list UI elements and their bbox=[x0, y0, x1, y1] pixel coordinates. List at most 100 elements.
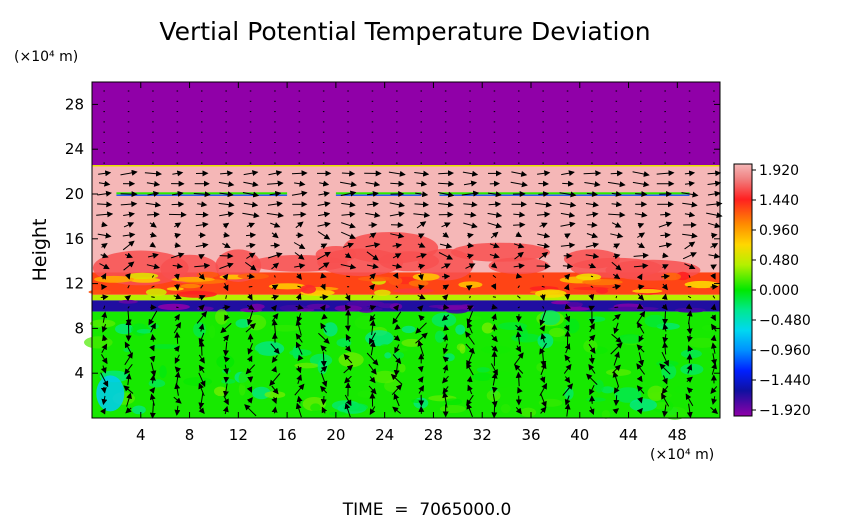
wind-vector bbox=[149, 355, 156, 363]
lower-speckle bbox=[644, 314, 666, 328]
wind-vector bbox=[540, 406, 547, 414]
wind-vector bbox=[416, 180, 428, 187]
wind-vector bbox=[660, 232, 671, 239]
wind-vector bbox=[708, 252, 721, 259]
wind-vector bbox=[170, 252, 185, 259]
lower-speckle bbox=[379, 344, 390, 350]
wind-vector bbox=[317, 231, 331, 240]
wind-vector bbox=[634, 211, 648, 218]
wind-vector bbox=[688, 275, 691, 278]
warm-streak bbox=[632, 289, 663, 294]
wind-vector bbox=[613, 253, 621, 260]
lower-speckle bbox=[148, 379, 166, 388]
wind-vector bbox=[418, 263, 426, 270]
colorbar-tick-label: 0.000 bbox=[759, 283, 799, 299]
x-tick-label: 36 bbox=[521, 426, 540, 444]
wind-vector bbox=[686, 363, 693, 374]
wind-vector bbox=[369, 376, 376, 384]
wind-vector bbox=[586, 232, 599, 239]
wind-vector bbox=[610, 342, 623, 355]
wind-vector bbox=[632, 181, 650, 188]
wind-vector bbox=[417, 305, 424, 312]
wind-vector bbox=[270, 242, 281, 249]
wind-vector bbox=[220, 170, 234, 177]
wind-vector bbox=[539, 325, 546, 332]
wind-vector bbox=[417, 233, 425, 239]
wind-vector bbox=[562, 383, 574, 396]
wind-vector bbox=[344, 325, 351, 332]
wind-vector bbox=[637, 396, 643, 404]
lower-speckle bbox=[384, 352, 392, 359]
wind-vector bbox=[662, 341, 669, 355]
wind-vector bbox=[706, 212, 723, 219]
wind-vector bbox=[247, 304, 255, 310]
lower-speckle bbox=[651, 399, 674, 413]
wind-vector bbox=[535, 201, 552, 208]
wind-vector bbox=[463, 180, 478, 187]
wind-vector bbox=[126, 392, 132, 407]
lower-speckle bbox=[398, 363, 406, 373]
x-tick-label: 48 bbox=[668, 426, 687, 444]
wind-vector bbox=[174, 232, 182, 239]
wind-vector bbox=[417, 273, 424, 281]
wind-vector bbox=[344, 375, 352, 384]
wind-vector bbox=[295, 341, 303, 355]
x-tick-label: 44 bbox=[619, 426, 638, 444]
wind-vector bbox=[637, 222, 645, 229]
wind-vector bbox=[588, 262, 597, 269]
wind-vector bbox=[297, 354, 304, 362]
wind-vector bbox=[662, 311, 669, 325]
wind-vector bbox=[513, 242, 525, 249]
colorbar-tick-label: 0.480 bbox=[759, 253, 799, 269]
wind-vector bbox=[151, 285, 155, 288]
warm-streak bbox=[374, 289, 391, 296]
wind-vector bbox=[171, 201, 185, 208]
wind-vector bbox=[540, 362, 547, 376]
wind-vector bbox=[461, 190, 480, 197]
wind-vector bbox=[145, 201, 162, 208]
lower-speckle bbox=[365, 330, 394, 347]
wind-vector bbox=[122, 232, 136, 239]
wind-vector bbox=[466, 305, 474, 311]
wind-vector bbox=[125, 252, 133, 259]
wind-vector bbox=[662, 323, 669, 332]
wind-vector bbox=[293, 211, 307, 218]
wind-vector bbox=[344, 402, 351, 418]
wind-vector bbox=[222, 405, 229, 415]
wind-vector bbox=[368, 385, 377, 395]
wind-vector bbox=[266, 212, 284, 219]
wind-vector bbox=[539, 342, 547, 355]
wind-vector bbox=[391, 384, 403, 396]
wind-vector bbox=[198, 354, 205, 364]
wind-vector bbox=[223, 395, 229, 406]
wind-vector bbox=[661, 392, 670, 407]
lower-speckle bbox=[401, 325, 416, 334]
wind-vector bbox=[707, 222, 721, 229]
wind-vector bbox=[294, 252, 305, 260]
warm-streak bbox=[237, 273, 269, 280]
lower-speckle bbox=[538, 398, 563, 407]
lower-speckle bbox=[614, 387, 642, 403]
wind-vector bbox=[218, 181, 235, 188]
wind-vector bbox=[586, 211, 599, 218]
lower-speckle bbox=[564, 387, 574, 400]
wind-vector bbox=[584, 181, 601, 188]
wind-vector bbox=[612, 313, 621, 321]
wind-vector bbox=[395, 285, 399, 289]
wind-vector bbox=[125, 373, 132, 385]
wind-vector bbox=[342, 242, 355, 249]
wind-vector bbox=[271, 355, 278, 364]
wind-vector bbox=[222, 341, 229, 357]
wind-vector bbox=[638, 334, 645, 343]
plot-frame bbox=[91, 81, 721, 419]
wind-vector bbox=[687, 345, 694, 352]
wind-vector bbox=[538, 251, 549, 260]
lower-speckle bbox=[443, 398, 463, 406]
thin-streak bbox=[335, 194, 422, 196]
wind-vector bbox=[245, 323, 256, 333]
wind-vector bbox=[418, 385, 425, 394]
wind-vector bbox=[513, 221, 526, 228]
wind-vector bbox=[564, 343, 571, 354]
wind-vector bbox=[341, 211, 356, 218]
wind-vector bbox=[223, 356, 230, 363]
